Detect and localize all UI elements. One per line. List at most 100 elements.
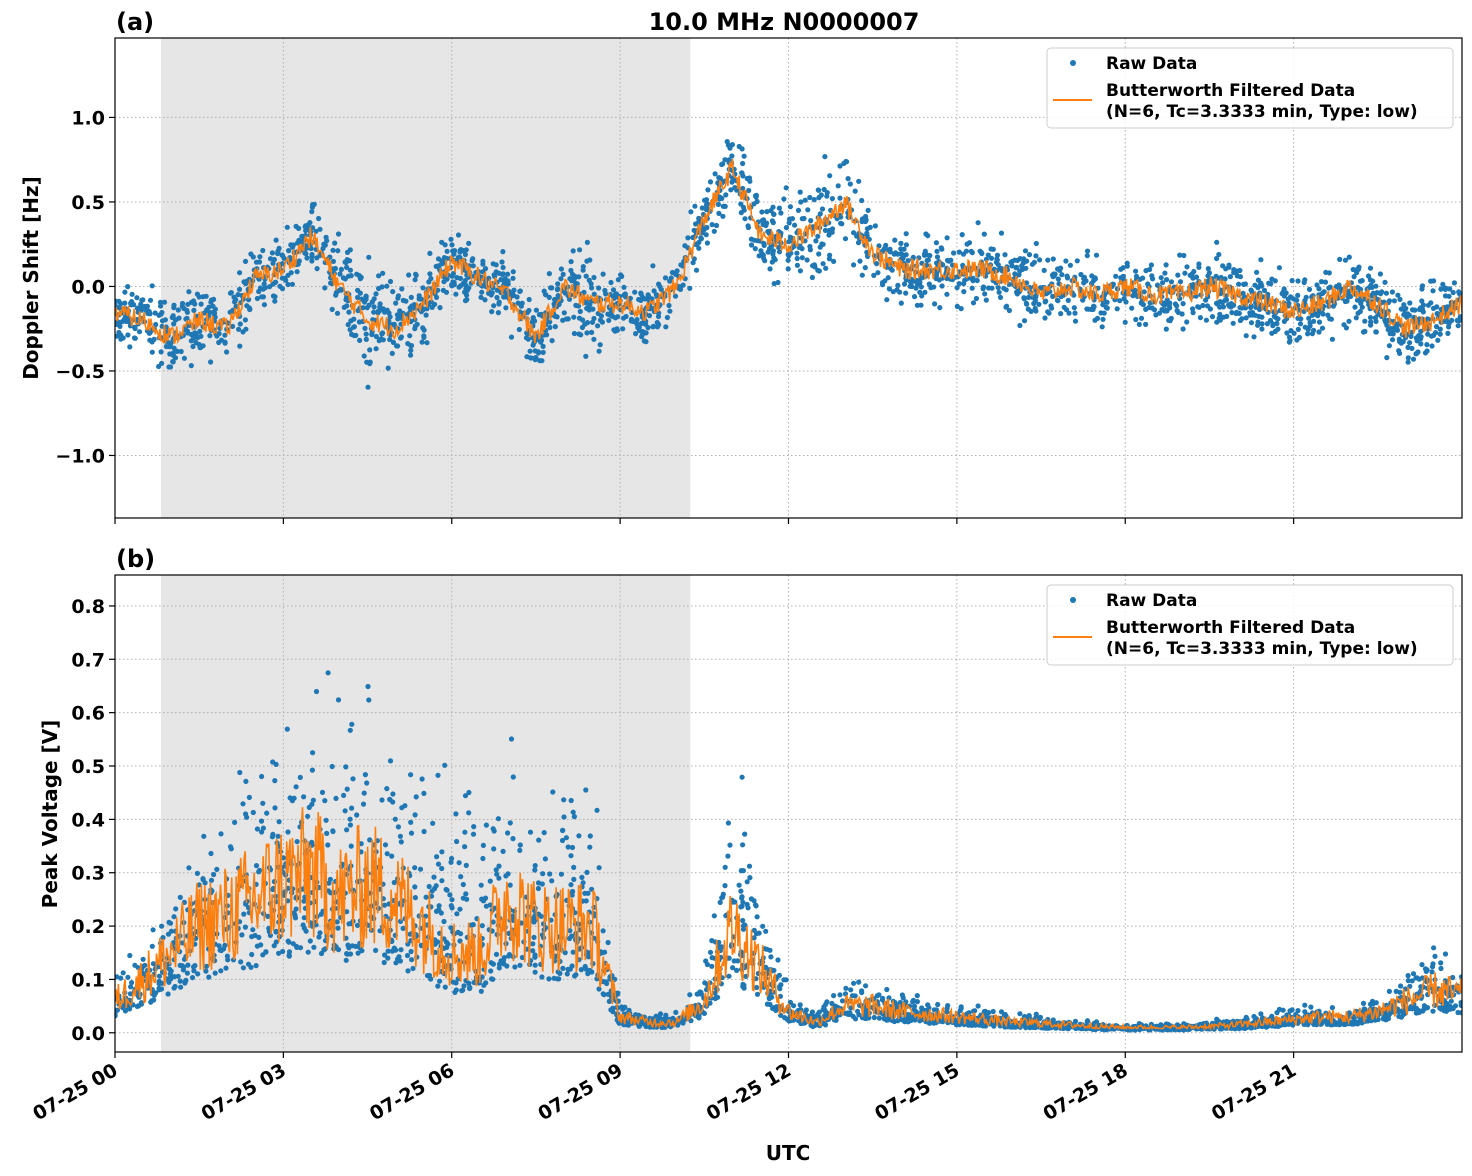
raw-data-point (1352, 274, 1357, 279)
raw-data-point (639, 334, 644, 339)
raw-data-point (349, 273, 354, 278)
raw-data-point (1043, 299, 1048, 304)
raw-data-point (426, 279, 431, 284)
raw-data-point (1224, 314, 1229, 319)
raw-data-point (1091, 304, 1096, 309)
raw-data-point (851, 262, 856, 267)
raw-data-point (354, 812, 359, 817)
raw-data-point (330, 764, 335, 769)
raw-data-point (413, 324, 418, 329)
raw-data-point (981, 286, 986, 291)
raw-data-point (140, 297, 145, 302)
raw-data-point (647, 313, 652, 318)
raw-data-point (1366, 273, 1371, 278)
raw-data-point (1319, 279, 1324, 284)
raw-data-point (496, 310, 501, 315)
raw-data-point (496, 876, 501, 881)
raw-data-point (533, 863, 538, 868)
raw-data-point (463, 283, 468, 288)
raw-data-point (229, 290, 234, 295)
raw-data-point (137, 329, 142, 334)
raw-data-point (280, 276, 285, 281)
raw-data-point (444, 290, 449, 295)
raw-data-point (967, 1022, 972, 1027)
raw-data-point (214, 867, 219, 872)
raw-data-point (961, 281, 966, 286)
raw-data-point (579, 875, 584, 880)
y-tick-label: 0.5 (71, 192, 105, 214)
raw-data-point (1352, 305, 1357, 310)
raw-data-point (571, 865, 576, 870)
raw-data-point (997, 290, 1002, 295)
raw-data-point (310, 768, 315, 773)
raw-data-point (948, 258, 953, 263)
raw-data-point (979, 251, 984, 256)
raw-data-point (457, 860, 462, 865)
raw-data-point (1286, 297, 1291, 302)
raw-data-point (960, 232, 965, 237)
raw-data-point (462, 830, 467, 835)
raw-data-point (173, 984, 178, 989)
x-tick-label: 07-25 06 (366, 1059, 458, 1125)
raw-data-point (1417, 306, 1422, 311)
raw-data-point (363, 294, 368, 299)
raw-data-point (860, 273, 865, 278)
raw-data-point (1129, 306, 1134, 311)
raw-data-point (384, 786, 389, 791)
raw-data-point (539, 974, 544, 979)
raw-data-point (419, 297, 424, 302)
raw-data-point (496, 301, 501, 306)
raw-data-point (868, 225, 873, 230)
raw-data-point (310, 205, 315, 210)
raw-data-point (352, 324, 357, 329)
raw-data-point (873, 223, 878, 228)
raw-data-point (1275, 327, 1280, 332)
raw-data-point (739, 894, 744, 899)
raw-data-point (1341, 322, 1346, 327)
raw-data-point (1346, 295, 1351, 300)
raw-data-point (808, 218, 813, 223)
raw-data-point (675, 268, 680, 273)
raw-data-point (705, 240, 710, 245)
raw-data-point (611, 327, 616, 332)
raw-data-point (876, 992, 881, 997)
raw-data-point (764, 947, 769, 952)
raw-data-point (1425, 1005, 1430, 1010)
raw-data-point (294, 906, 299, 911)
raw-data-point (270, 759, 275, 764)
raw-data-point (348, 728, 353, 733)
raw-data-point (148, 298, 153, 303)
raw-data-point (720, 214, 725, 219)
raw-data-point (208, 359, 213, 364)
raw-data-point (555, 286, 560, 291)
raw-data-point (1424, 969, 1429, 974)
raw-data-point (1456, 323, 1461, 328)
raw-data-point (1059, 272, 1064, 277)
raw-data-point (1361, 329, 1366, 334)
raw-data-point (396, 293, 401, 298)
raw-data-point (232, 820, 237, 825)
raw-data-point (532, 867, 537, 872)
raw-data-point (171, 353, 176, 358)
raw-data-point (838, 221, 843, 226)
raw-data-point (1446, 324, 1451, 329)
raw-data-point (351, 317, 356, 322)
raw-data-point (1252, 283, 1257, 288)
raw-data-point (573, 281, 578, 286)
raw-data-point (531, 315, 536, 320)
raw-data-point (1159, 275, 1164, 280)
raw-data-point (1292, 331, 1297, 336)
raw-data-point (1226, 263, 1231, 268)
raw-data-point (285, 727, 290, 732)
raw-data-point (815, 268, 820, 273)
raw-data-point (561, 272, 566, 277)
raw-data-point (1123, 299, 1128, 304)
raw-data-point (256, 869, 261, 874)
raw-data-point (436, 862, 441, 867)
raw-data-point (786, 258, 791, 263)
raw-data-point (434, 883, 439, 888)
raw-data-point (746, 905, 751, 910)
raw-data-point (1282, 319, 1287, 324)
raw-data-point (1094, 253, 1099, 258)
raw-data-point (853, 189, 858, 194)
